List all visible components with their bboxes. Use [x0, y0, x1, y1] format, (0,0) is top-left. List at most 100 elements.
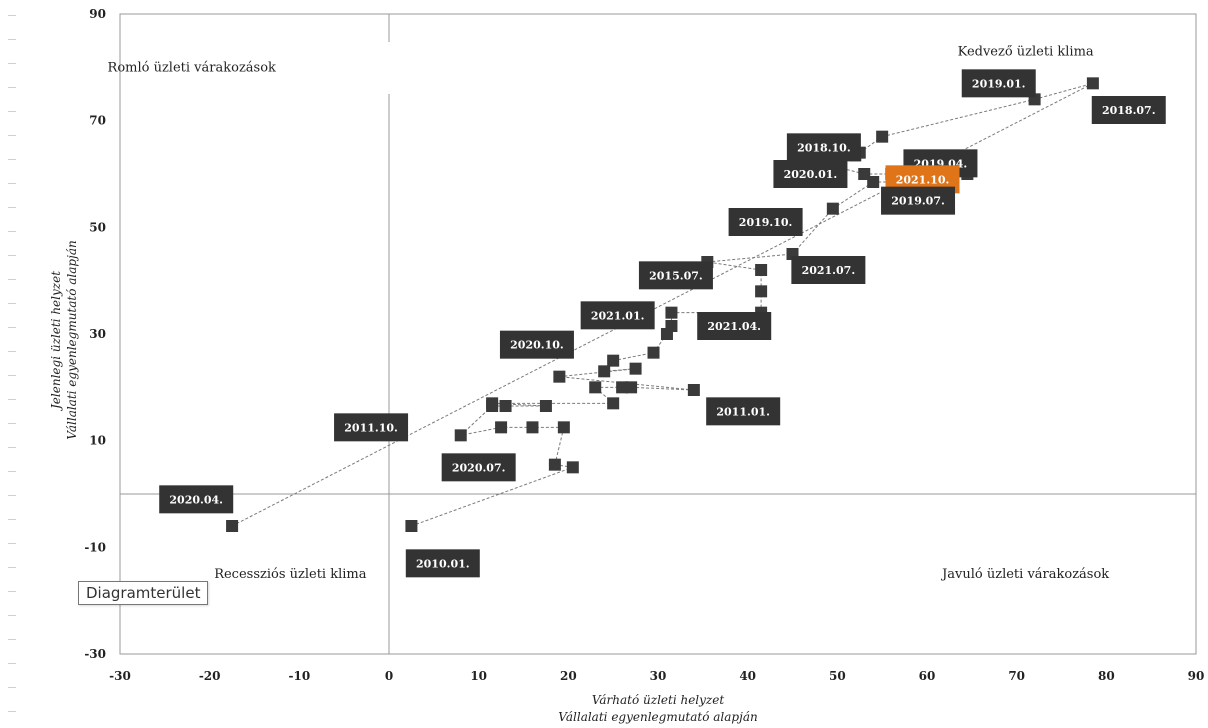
- data-point: [876, 130, 889, 143]
- y-tick-label: 70: [89, 114, 106, 128]
- trajectory-segment: [631, 386, 694, 391]
- data-point: [557, 421, 570, 434]
- data-point: [665, 320, 678, 332]
- data-point: [629, 362, 642, 375]
- point-label-text: 2020.04.: [169, 493, 223, 506]
- data-point: [647, 346, 660, 359]
- point-label-box: [405, 549, 480, 578]
- trajectory-segment: [707, 253, 793, 263]
- left-guide-mark: [8, 87, 16, 88]
- data-point: [665, 306, 678, 319]
- y-axis-title-line-1: Jelenlegi üzleti helyzet: [49, 271, 63, 412]
- left-guide-mark: [8, 543, 16, 544]
- data-point: [454, 429, 467, 442]
- x-tick-label: 50: [829, 669, 846, 683]
- point-label-text: 2020.01.: [784, 168, 838, 181]
- trajectory-segment: [653, 333, 668, 353]
- left-guide-mark: [8, 351, 16, 352]
- point-label-text: 2015.07.: [649, 269, 703, 282]
- point-label-text: 2011.01.: [716, 405, 770, 418]
- point-label-box: [499, 330, 574, 359]
- trajectory-segment: [882, 98, 1035, 138]
- point-label-box: [881, 186, 956, 215]
- y-tick-label: 50: [89, 220, 106, 234]
- left-guide-mark: [8, 327, 16, 328]
- point-labels: 2019.01.2018.07.2018.10.2020.01.2019.04.…: [159, 69, 1166, 578]
- left-guide-mark: [8, 423, 16, 424]
- point-label-box: [728, 208, 803, 236]
- point-label-text: 2011.10.: [344, 421, 398, 434]
- data-point: [625, 381, 638, 394]
- chart-area-tooltip: Diagramterület: [78, 581, 209, 605]
- x-tick-label: 40: [739, 669, 756, 683]
- left-guide-mark: [8, 399, 16, 400]
- data-point: [539, 400, 552, 412]
- trajectory-segment: [554, 427, 565, 465]
- quadrant-labels: Romló üzleti várakozások Kedvező üzleti k…: [108, 44, 1110, 582]
- point-label-box: [441, 453, 516, 482]
- y-tick-label: 10: [89, 434, 106, 448]
- point-label-text: 2021.07.: [802, 264, 856, 277]
- data-point: [553, 370, 566, 383]
- x-tick-label: 0: [385, 669, 393, 683]
- left-guide-mark: [8, 231, 16, 232]
- data-point: [607, 354, 620, 367]
- x-tick-label: -30: [109, 669, 131, 683]
- y-tick-label: -30: [84, 647, 106, 661]
- x-tick-label: 90: [1188, 669, 1205, 683]
- data-point: [755, 285, 768, 298]
- point-label-box: [580, 301, 655, 330]
- trajectory-segment: [707, 261, 762, 271]
- point-label-text: 2019.01.: [972, 77, 1026, 90]
- point-label-text: 2018.10.: [797, 141, 851, 154]
- point-label-box: [791, 256, 866, 284]
- left-guide-mark: [8, 183, 16, 184]
- left-guide-mark: [8, 39, 16, 40]
- data-point: [755, 264, 768, 276]
- point-label-box: [786, 133, 861, 162]
- point-label-box: [159, 485, 234, 514]
- data-point: [499, 400, 512, 412]
- trajectory-segment: [1034, 82, 1094, 100]
- left-guide-mark: [8, 591, 16, 592]
- y-axis-title-line-2: Vállalati egyenlegmutató alapján: [65, 240, 79, 439]
- quadrant-label: Javuló üzleti várakozások: [940, 567, 1109, 582]
- left-guide-mark: [8, 567, 16, 568]
- point-label-text: 2019.10.: [739, 216, 793, 229]
- point-label-text: 2021.01.: [591, 309, 645, 322]
- data-point: [598, 365, 611, 378]
- x-tick-label: 10: [470, 669, 487, 683]
- quadrant-label: Romló üzleti várakozások: [108, 60, 277, 75]
- x-tick-label: -20: [199, 669, 221, 683]
- left-guide-mark: [8, 375, 16, 376]
- trajectory-segment: [411, 466, 573, 527]
- point-label-text: 2010.01.: [416, 557, 470, 570]
- left-guide-mark: [8, 135, 16, 136]
- data-point: [226, 520, 239, 532]
- y-tick-label: 90: [89, 7, 106, 21]
- left-guide-mark: [8, 63, 16, 64]
- point-label-text: 2020.07.: [452, 461, 506, 474]
- quadrant-label: Recessziós üzleti klima: [214, 567, 367, 582]
- left-guide-mark: [8, 255, 16, 256]
- point-label-box: [961, 69, 1036, 98]
- data-point: [589, 381, 602, 394]
- data-point: [526, 421, 539, 434]
- plot-area-border: [119, 13, 1197, 655]
- point-label-text: 2021.04.: [707, 320, 761, 333]
- x-tick-labels: -30 -20 -10 0 10 20 30 40 50 60 70 80 90: [109, 669, 1204, 683]
- data-point: [405, 520, 418, 532]
- data-point: [858, 168, 871, 180]
- x-tick-label: 30: [650, 669, 667, 683]
- left-guide-mark: [8, 519, 16, 520]
- data-point: [566, 461, 579, 474]
- y-tick-labels: 90 70 50 30 10 -10 -30: [84, 7, 106, 661]
- left-guide-mark: [8, 687, 16, 688]
- x-tick-label: -10: [288, 669, 310, 683]
- data-point: [1086, 77, 1099, 90]
- point-label-text: 2019.07.: [891, 195, 945, 208]
- point-label-box: [773, 160, 848, 188]
- trajectory-segment: [559, 368, 636, 378]
- left-guide-mark: [8, 495, 16, 496]
- trajectory-segment: [460, 426, 502, 436]
